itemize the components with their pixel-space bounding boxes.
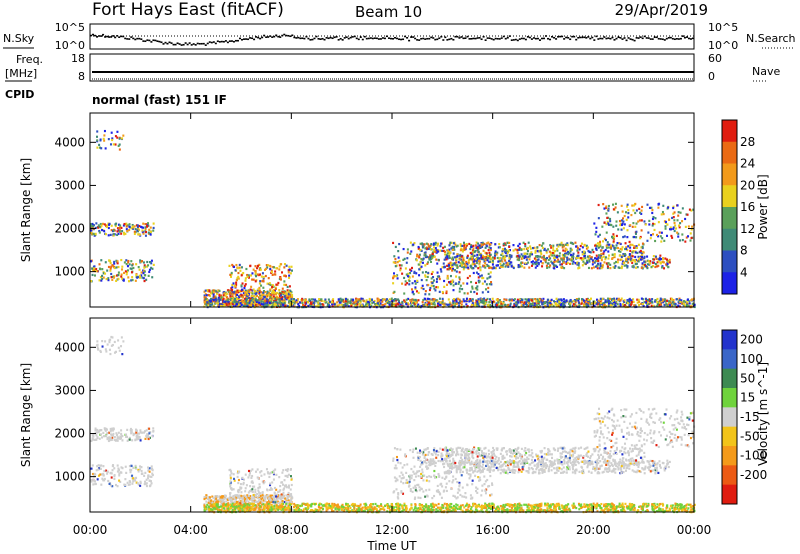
vel-cbar-tick-0: 200: [740, 333, 763, 347]
freq-left-tick-top: 18: [71, 52, 85, 65]
time-tick-1: 04:00: [173, 523, 208, 537]
vel-cbar-tick-3: 15: [740, 391, 755, 405]
vel-cbar-tick-2: 50: [740, 371, 755, 385]
vel-cbar-swatch-7: [722, 465, 737, 486]
time-tick-6: 00:00: [677, 523, 712, 537]
freq-right-tick-bottom: 0: [708, 70, 715, 83]
freq-label: Freq.: [16, 53, 43, 66]
power-cbar-tick-2: 12: [740, 222, 755, 236]
velocity-heatmap: [90, 335, 696, 514]
vel-yticks-tick-0: 1000: [54, 470, 85, 484]
vel-cbar-swatch-8: [722, 484, 737, 505]
power-ylabel: Slant Range [km]: [19, 158, 33, 262]
noise-right-tick-top: 10^5: [708, 21, 738, 34]
vel-cbar-swatch-2: [722, 368, 737, 389]
noise-left-tick-top: 10^5: [55, 21, 85, 34]
power-colorbar-label: Power [dB]: [756, 174, 770, 239]
power-cbar-swatch-5: [722, 228, 737, 251]
time-tick-0: 00:00: [73, 523, 108, 537]
nsky-label: N.Sky: [3, 32, 35, 45]
frequency-panel: 18 8 60 0 Freq. [MHz] CPID Nave: [5, 52, 780, 101]
vel-cbar-swatch-5: [722, 426, 737, 447]
velocity-colorbar-label: Velocity [m s^-1]: [756, 362, 770, 466]
vel-cbar-tick-1: 100: [740, 352, 763, 366]
noise-right-tick-bottom: 10^0: [708, 39, 738, 52]
power-cbar-swatch-7: [722, 272, 737, 295]
power-cbar-swatch-2: [722, 163, 737, 186]
power-cbar-tick-5: 24: [740, 157, 755, 171]
power-cbar-tick-4: 20: [740, 178, 755, 192]
nave-label: Nave: [752, 65, 780, 78]
nsearch-label: N.Search: [746, 32, 796, 45]
time-axis-label: Time UT: [366, 539, 417, 553]
freq-right-tick-top: 60: [708, 52, 722, 65]
velocity-panel: 1000 2000 3000 4000 Slant Range [km] 200 100…: [19, 317, 770, 514]
freq-unit-label: [MHz]: [5, 67, 37, 80]
mode-label: normal (fast) 151 IF: [92, 93, 227, 107]
power-cbar-tick-3: 16: [740, 200, 755, 214]
plot-title: Fort Hays East (fitACF): [92, 0, 284, 20]
power-colorbar: 4 8 12 16 20 24 28: [721, 119, 755, 295]
power-heatmap: [90, 129, 696, 309]
time-tick-3: 12:00: [375, 523, 410, 537]
vel-cbar-tick-4: -15: [740, 410, 760, 424]
freq-left-tick-bottom: 8: [78, 70, 85, 83]
vel-cbar-tick-7: -200: [740, 468, 767, 482]
power-cbar-tick-0: 4: [740, 265, 748, 279]
noise-panel: 10^5 10^0 10^5 10^0 N.Sky N.Search: [3, 21, 796, 52]
power-cbar-swatch-3: [722, 185, 737, 208]
power-yticks-tick-3: 4000: [54, 135, 85, 149]
noise-left-tick-bottom: 10^0: [55, 39, 85, 52]
beam-label: Beam 10: [355, 3, 422, 21]
power-yticks-tick-1: 2000: [54, 222, 85, 236]
velocity-ylabel: Slant Range [km]: [19, 363, 33, 467]
vel-cbar-swatch-1: [722, 349, 737, 370]
power-panel: 1000 2000 3000 4000 Slant Range [km] 4 8 12 16…: [19, 112, 770, 309]
vel-cbar-tick-6: -100: [740, 449, 767, 463]
vel-cbar-tick-5: -50: [740, 429, 760, 443]
time-tick-2: 08:00: [274, 523, 309, 537]
power-cbar-swatch-1: [722, 141, 737, 164]
time-tick-4: 16:00: [475, 523, 510, 537]
power-cbar-swatch-4: [722, 207, 737, 230]
power-cbar-tick-1: 8: [740, 244, 748, 258]
time-axis: 00:00 04:00 08:00 12:00 16:00 20:00 00:00: [73, 113, 712, 537]
power-yticks-tick-0: 1000: [54, 265, 85, 279]
vel-cbar-swatch-4: [722, 407, 737, 428]
vel-cbar-swatch-3: [722, 388, 737, 408]
frequency-trace: [92, 71, 694, 80]
power-cbar-swatch-6: [722, 250, 737, 273]
power-yticks-tick-2: 3000: [54, 178, 85, 192]
vel-yticks-tick-2: 3000: [54, 383, 85, 397]
time-tick-5: 20:00: [576, 523, 611, 537]
vel-cbar-swatch-0: [722, 330, 737, 350]
velocity-colorbar: 200 100 50 15 -15 -50 -100 -200: [721, 329, 767, 505]
noise-trace: [90, 33, 694, 46]
vel-cbar-swatch-6: [722, 446, 737, 466]
power-cbar-swatch-0: [722, 120, 737, 143]
vel-yticks-tick-1: 2000: [54, 427, 85, 441]
cpid-label: CPID: [5, 88, 34, 101]
date-label: 29/Apr/2019: [615, 1, 708, 19]
power-cbar-tick-6: 28: [740, 135, 755, 149]
vel-yticks-tick-3: 4000: [54, 340, 85, 354]
